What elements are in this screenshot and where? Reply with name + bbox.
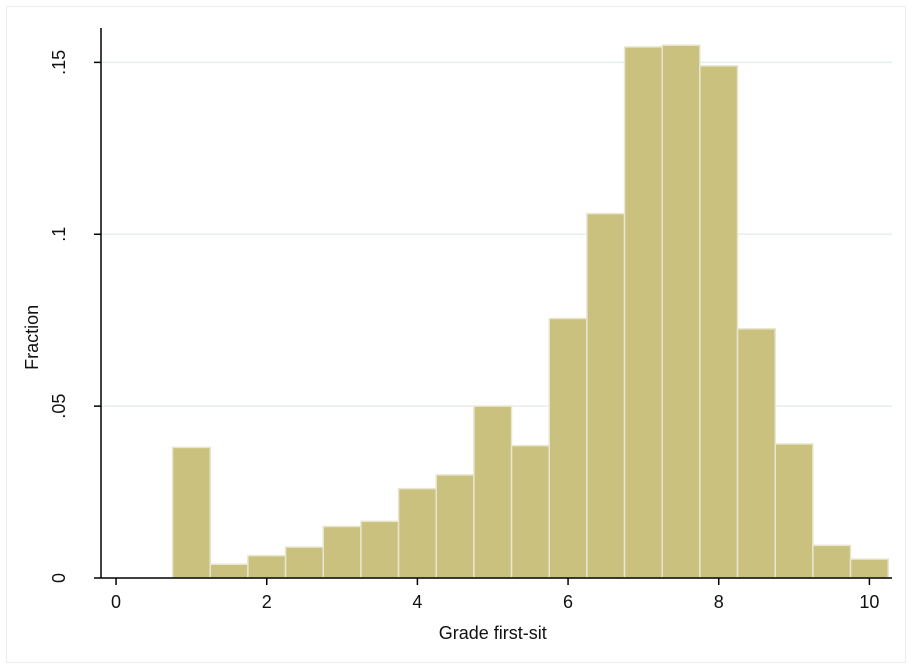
histogram-bar [171, 446, 211, 579]
histogram-bar [247, 554, 287, 579]
y-tick-label: 0 [49, 573, 69, 583]
histogram-bar [849, 558, 889, 579]
histogram-bar [548, 317, 588, 579]
x-tick-label: 6 [563, 592, 573, 612]
x-tick-label: 0 [111, 592, 121, 612]
histogram-bar [812, 544, 852, 579]
histogram-bar [586, 212, 626, 579]
histogram-bar [623, 46, 663, 579]
axes [100, 28, 892, 579]
x-tick-label: 2 [262, 592, 272, 612]
histogram-bar [397, 487, 437, 579]
histogram-bar [322, 525, 362, 579]
histogram-bar [284, 546, 324, 579]
histogram-bar [209, 563, 249, 579]
histogram-bar [774, 443, 814, 579]
x-tick-label: 4 [412, 592, 422, 612]
x-tick-label: 10 [859, 592, 879, 612]
histogram-bar [699, 65, 739, 579]
histogram-bars [171, 44, 889, 579]
histogram-bar [473, 405, 513, 579]
histogram-bar [360, 520, 400, 579]
x-axis-title: Grade first-sit [439, 623, 547, 643]
y-tick-label: .1 [49, 227, 69, 242]
histogram-bar [736, 328, 776, 579]
histogram-bar [435, 474, 475, 579]
x-ticks: 0 2 4 6 8 10 [111, 578, 879, 612]
y-tick-label: .15 [49, 50, 69, 75]
y-tick-label: .05 [49, 394, 69, 419]
y-axis-title: Fraction [22, 305, 42, 370]
histogram-bar [510, 444, 550, 579]
histogram-bar [661, 44, 701, 579]
x-tick-label: 8 [714, 592, 724, 612]
y-ticks: 0 .05 .1 .15 [49, 50, 101, 583]
